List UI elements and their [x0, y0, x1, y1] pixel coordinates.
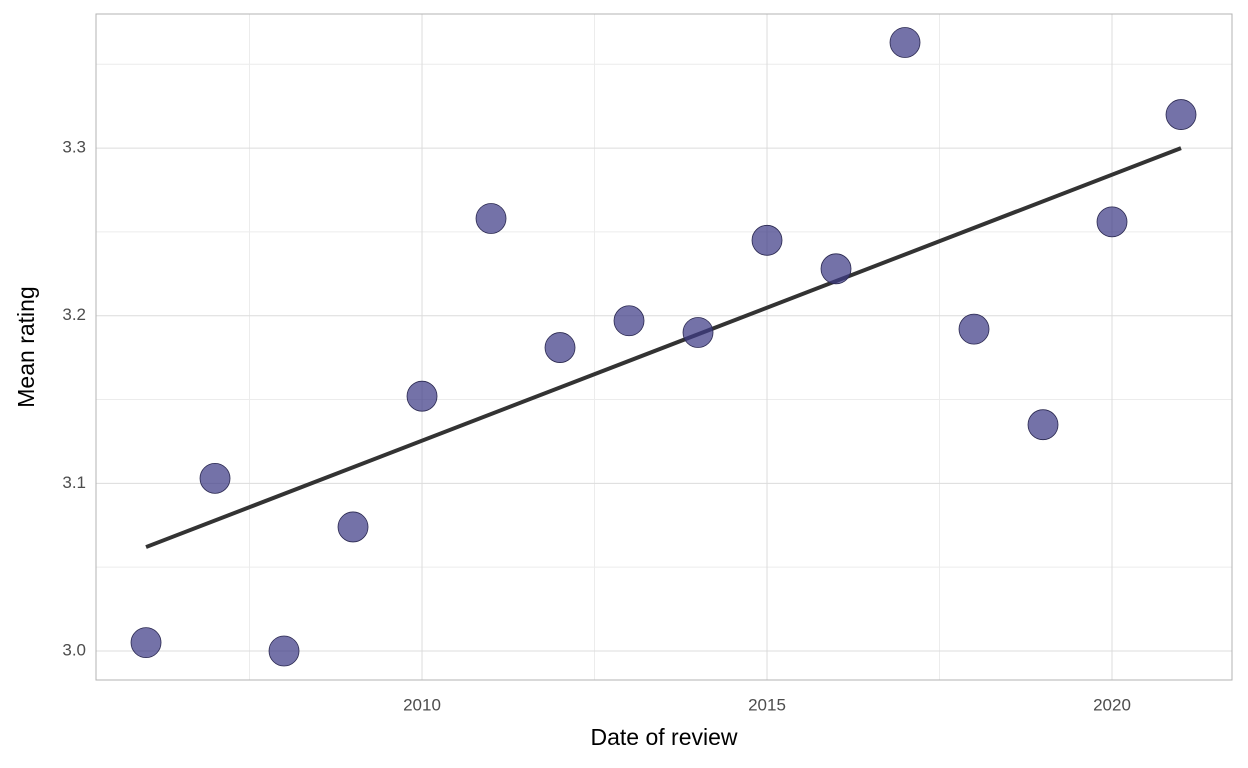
- point: [268, 635, 300, 667]
- point: [199, 462, 231, 494]
- y-tick-label: 3.3: [62, 138, 86, 157]
- y-tick-label: 3.1: [62, 473, 86, 492]
- x-tick-label: 2020: [1093, 695, 1131, 714]
- point: [889, 27, 921, 58]
- point: [1165, 99, 1197, 130]
- point: [475, 203, 507, 234]
- y-axis-title: Mean rating: [13, 286, 39, 407]
- point: [613, 305, 645, 337]
- y-tick-label: 3.0: [62, 640, 86, 659]
- point: [406, 380, 438, 412]
- y-tick-label: 3.2: [62, 305, 86, 324]
- panel-border: [95, 13, 1233, 681]
- x-axis-title: Date of review: [590, 724, 737, 750]
- point: [1096, 206, 1128, 238]
- point: [1027, 409, 1059, 441]
- x-tick-label: 2010: [403, 695, 441, 714]
- point: [130, 627, 162, 659]
- x-tick-label: 2015: [748, 695, 786, 714]
- trend-line: [145, 146, 1182, 549]
- point: [751, 224, 783, 256]
- point: [337, 511, 369, 543]
- point: [544, 332, 576, 363]
- point: [682, 317, 714, 348]
- point: [820, 253, 852, 285]
- point: [958, 313, 990, 345]
